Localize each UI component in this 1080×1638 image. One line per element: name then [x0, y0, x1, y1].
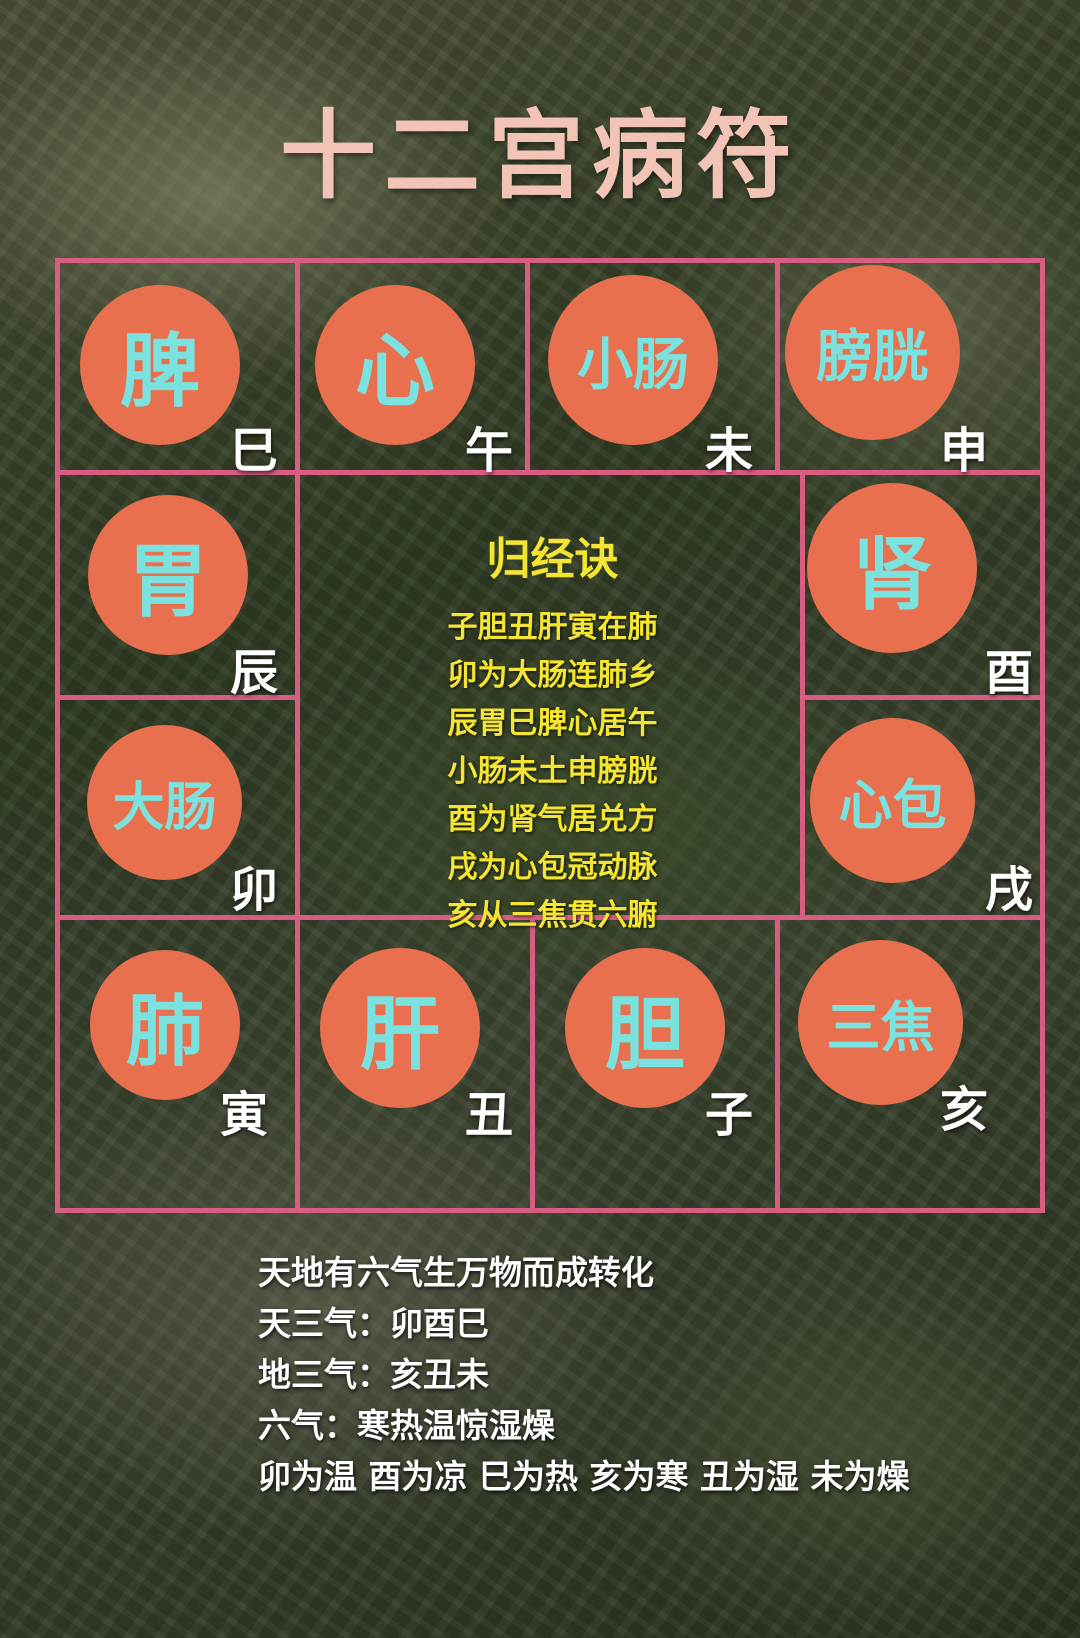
palace-grid: 脾 巳 心 午 小肠 未 膀胱 申 胃 辰 肾 酉 大肠 卯 心包 戌 肺 寅 … [55, 258, 1045, 1213]
grid-border-right [1040, 258, 1045, 1213]
grid-line [55, 915, 1045, 920]
grid-border-top [55, 258, 1045, 263]
verse-line: 卯为大肠连肺乡 [447, 658, 658, 693]
organ-circle: 肝 [320, 948, 480, 1108]
palace-wu: 心 午 [300, 263, 525, 479]
note-line: 地三气：亥丑未 [258, 1355, 489, 1394]
palace-chen: 胃 辰 [60, 475, 295, 701]
organ-circle: 肺 [90, 950, 240, 1100]
grid-line [800, 473, 805, 918]
grid-line [530, 918, 535, 1213]
grid-line [55, 470, 1045, 475]
organ-circle: 小肠 [548, 275, 718, 445]
palace-yin: 肺 寅 [60, 920, 295, 1208]
grid-line [775, 258, 780, 473]
branch-label: 巳 [230, 423, 279, 479]
organ-circle: 膀胱 [785, 265, 960, 440]
organ-circle: 大肠 [87, 725, 242, 880]
note-line: 天三气：卯酉巳 [258, 1304, 489, 1343]
six-qi-notes: 天地有六气生万物而成转化 天三气：卯酉巳 地三气：亥丑未 六气：寒热温惊湿燥 卯… [258, 1247, 909, 1502]
verse-line: 子胆丑肝寅在肺 [447, 610, 658, 645]
branch-label: 戌 [985, 862, 1034, 918]
organ-circle: 三焦 [798, 940, 963, 1105]
grid-line [525, 258, 530, 473]
note-line: 卯为温 酉为凉 巳为热 亥为寒 丑为湿 未为燥 [258, 1457, 910, 1496]
palace-shen: 膀胱 申 [780, 263, 1040, 479]
grid-line [800, 695, 1045, 700]
branch-label: 丑 [465, 1087, 514, 1143]
branch-label: 卯 [230, 862, 279, 918]
verse-line: 亥从三焦贯六腑 [447, 898, 658, 933]
verse-line: 小肠未土申膀胱 [447, 754, 658, 789]
verse-line: 辰胃巳脾心居午 [447, 706, 658, 741]
organ-circle: 肾 [807, 483, 977, 653]
grid-line [775, 918, 780, 1213]
palace-zi: 胆 子 [535, 920, 775, 1208]
page-title: 十二宫病符 [280, 100, 800, 212]
organ-circle: 脾 [80, 285, 240, 445]
organ-circle: 心 [315, 285, 475, 445]
branch-label: 亥 [940, 1082, 989, 1138]
organ-circle: 心包 [810, 718, 975, 883]
branch-label: 子 [705, 1087, 754, 1143]
verse-line: 戌为心包冠动脉 [447, 850, 658, 885]
note-line: 天地有六气生万物而成转化 [258, 1253, 654, 1292]
branch-label: 申 [940, 423, 989, 479]
grid-line [295, 258, 300, 1213]
verse-heading: 归经诀 [486, 534, 619, 585]
palace-si: 脾 巳 [60, 263, 295, 479]
palace-xu: 心包 戌 [805, 700, 1040, 918]
palace-hai: 三焦 亥 [780, 920, 1040, 1208]
palace-you: 肾 酉 [805, 475, 1040, 701]
verse-line: 酉为肾气居兑方 [447, 802, 658, 837]
grid-border-left [55, 258, 60, 1213]
verse-panel: 归经诀 子胆丑肝寅在肺 卯为大肠连肺乡 辰胃巳脾心居午 小肠未土申膀胱 酉为肾气… [305, 530, 800, 955]
palace-chou: 肝 丑 [300, 920, 530, 1208]
branch-label: 酉 [985, 645, 1034, 701]
organ-circle: 胃 [88, 495, 248, 655]
palace-mao: 大肠 卯 [60, 700, 295, 918]
grid-border-bottom [55, 1208, 1045, 1213]
organ-circle: 胆 [565, 948, 725, 1108]
branch-label: 辰 [230, 645, 279, 701]
branch-label: 未 [705, 423, 754, 479]
branch-label: 午 [465, 423, 514, 479]
note-line: 六气：寒热温惊湿燥 [258, 1406, 555, 1445]
branch-label: 寅 [220, 1087, 269, 1143]
palace-wei: 小肠 未 [530, 263, 775, 479]
grid-line [55, 695, 300, 700]
